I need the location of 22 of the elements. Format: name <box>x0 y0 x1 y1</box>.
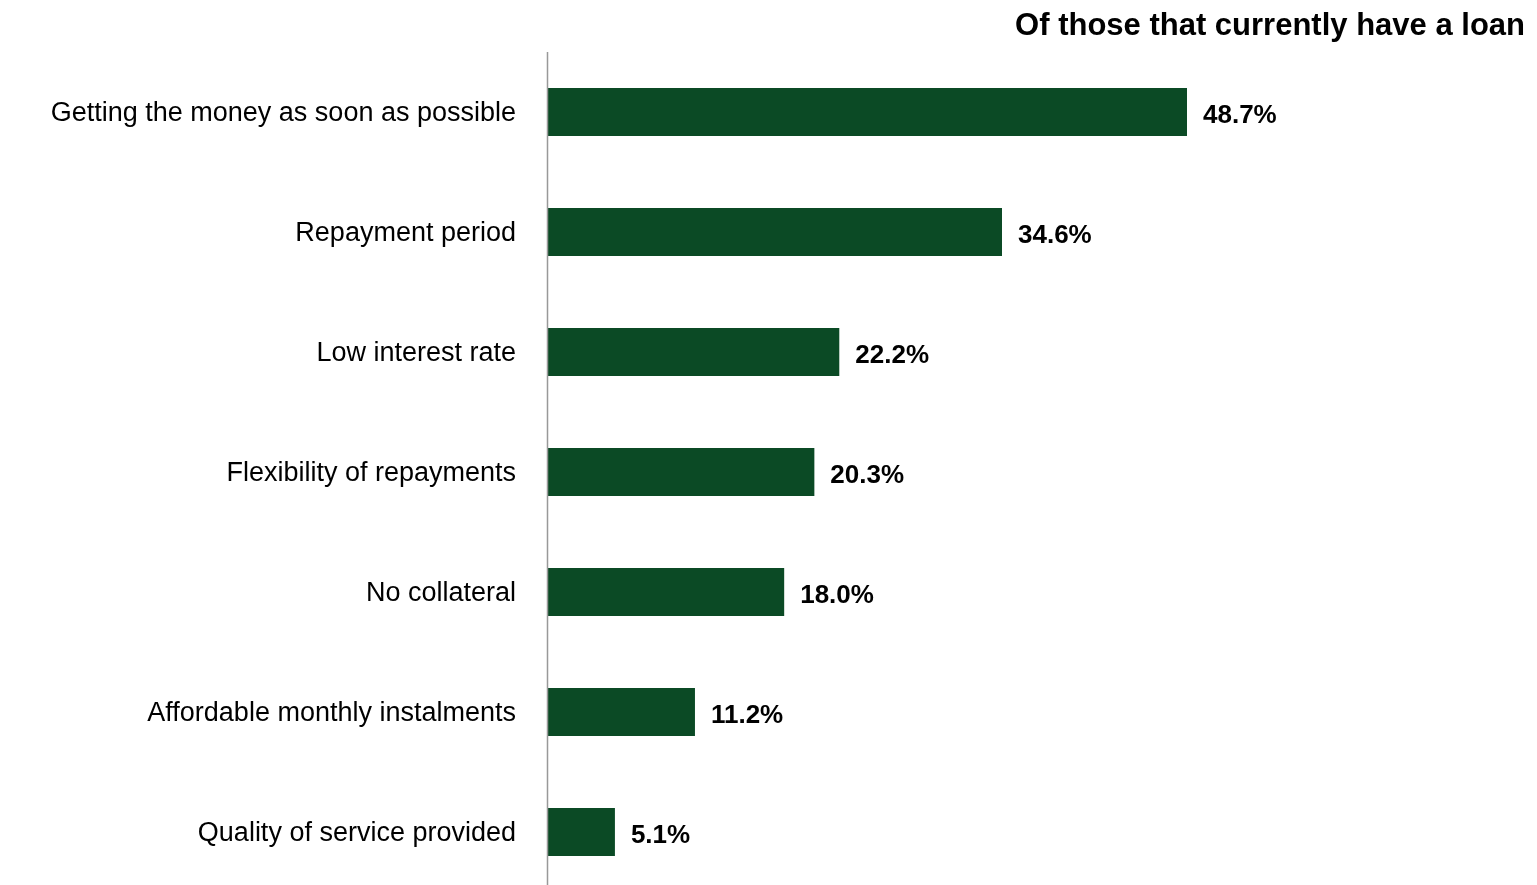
data-label: 34.6% <box>1017 219 1092 250</box>
data-label: 48.7% <box>1203 99 1277 130</box>
y-tick-label: Quality of service provided <box>197 817 516 848</box>
y-tick-label: Repayment period <box>295 217 516 248</box>
data-label: 20.3% <box>830 459 905 490</box>
y-tick-label: Affordable monthly instalments <box>147 697 516 728</box>
bar <box>548 808 615 856</box>
y-tick-label: Getting the money as soon as possible <box>50 97 516 128</box>
bar <box>548 208 1002 256</box>
y-tick-label: Low interest rate <box>316 337 516 368</box>
data-label: 11.2% <box>710 699 784 730</box>
bar <box>548 328 840 376</box>
bar <box>548 448 815 496</box>
data-label: 22.2% <box>855 339 930 370</box>
bar <box>548 688 695 736</box>
bar <box>548 88 1187 136</box>
data-label: 18.0% <box>800 579 874 610</box>
y-tick-label: Flexibility of repayments <box>226 457 516 488</box>
bar <box>548 568 785 616</box>
text: Of those that currently have a loan <box>1015 7 1525 42</box>
y-tick-label: No collateral <box>365 577 516 608</box>
data-label: 5.1% <box>630 819 691 850</box>
